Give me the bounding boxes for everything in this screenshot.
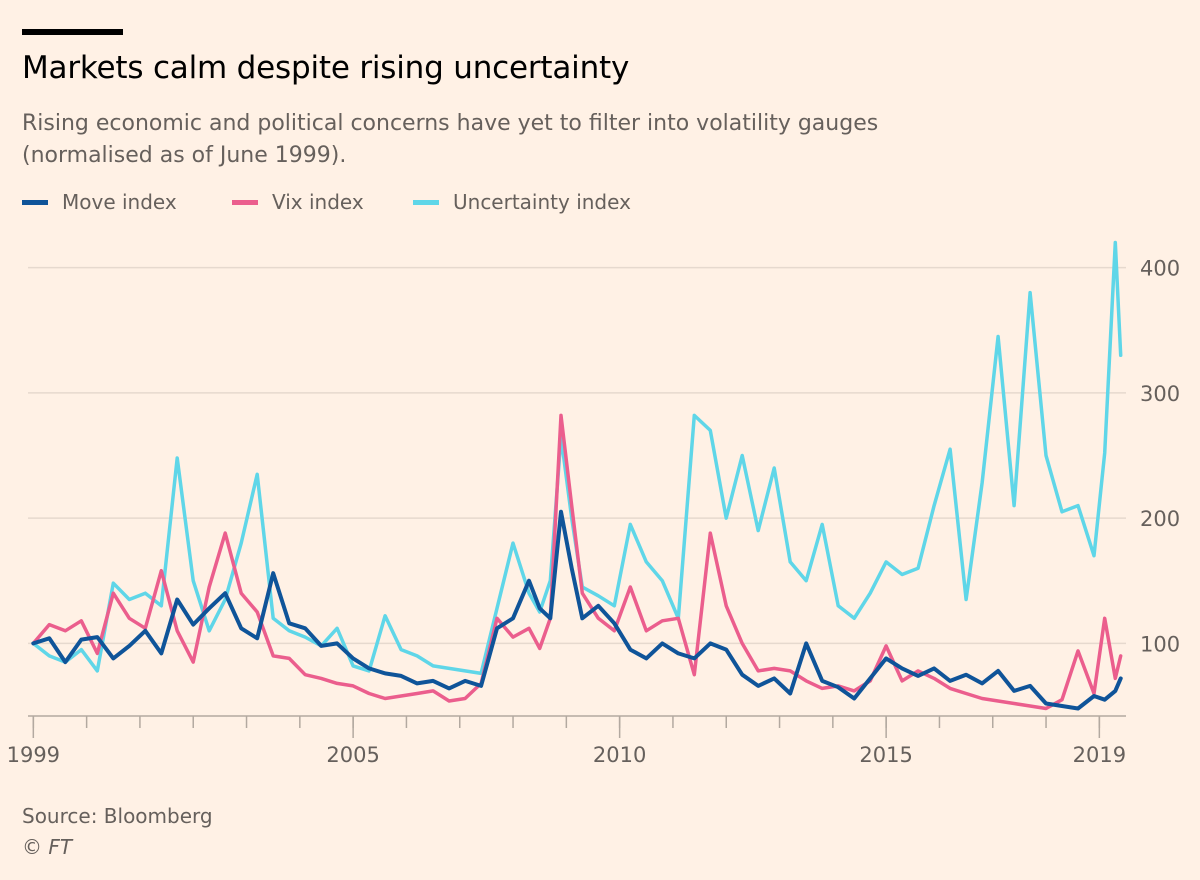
source-note: Source: Bloomberg xyxy=(22,804,213,828)
top-rule xyxy=(22,29,123,35)
y-tick-label-100: 100 xyxy=(1140,632,1180,656)
x-tick-label-2019: 2019 xyxy=(1073,743,1126,767)
y-tick-label-400: 400 xyxy=(1140,257,1180,281)
x-tick-label-2015: 2015 xyxy=(859,743,912,767)
chart-title: Markets calm despite rising uncertainty xyxy=(22,50,630,86)
y-tick-label-300: 300 xyxy=(1140,382,1180,406)
uncertainty-index-line xyxy=(31,240,1123,676)
y-tick-label-200: 200 xyxy=(1140,507,1180,531)
legend-swatch-move xyxy=(22,199,48,205)
legend-label-vix: Vix index xyxy=(272,190,364,214)
x-tick-label-2010: 2010 xyxy=(593,743,646,767)
ft-credit: © FT xyxy=(22,835,73,859)
x-tick-label-1999: 1999 xyxy=(7,743,60,767)
legend-swatch-vix xyxy=(232,199,258,205)
chart-subtitle: Rising economic and political concerns h… xyxy=(22,111,879,168)
legend-label-uncertainty: Uncertainty index xyxy=(453,190,631,214)
move-index-line xyxy=(31,509,1123,711)
legend-swatch-uncertainty xyxy=(413,199,439,205)
legend-item-move: Move index xyxy=(22,190,177,214)
vix-index-line xyxy=(31,413,1123,711)
legend-item-vix: Vix index xyxy=(232,190,364,214)
legend-label-move: Move index xyxy=(62,190,177,214)
legend-item-uncertainty: Uncertainty index xyxy=(413,190,631,214)
x-tick-label-2005: 2005 xyxy=(326,743,379,767)
